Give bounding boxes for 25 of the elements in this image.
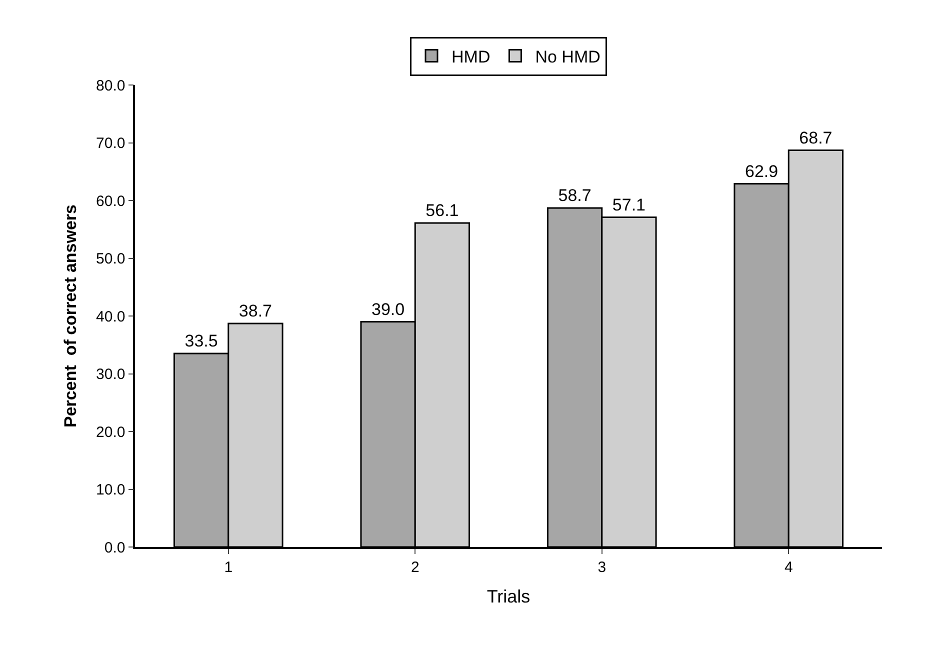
y-axis-title: Percent of correct answers [61, 204, 80, 428]
data-label: 33.5 [184, 332, 218, 351]
data-label: 38.7 [238, 302, 272, 321]
data-label: 62.9 [745, 162, 778, 181]
y-tick-label: 60.0 [96, 192, 126, 210]
x-tick-label: 4 [784, 558, 793, 576]
data-label: 57.1 [612, 195, 646, 214]
data-label: 58.7 [558, 186, 592, 206]
x-axis-title: Trials [486, 586, 530, 606]
y-tick-label: 70.0 [96, 135, 126, 152]
legend-label: No HMD [535, 47, 600, 66]
y-tick-label: 20.0 [96, 424, 126, 441]
y-tick-label: 10.0 [96, 482, 126, 498]
y-tick-label: 0.0 [104, 539, 126, 556]
y-tick-label: 50.0 [96, 250, 126, 268]
data-label: 56.1 [426, 201, 459, 220]
legend-label: HMD [452, 47, 490, 66]
data-label: 39.0 [372, 300, 405, 319]
x-tick-label: 3 [598, 558, 606, 576]
x-tick-label: 2 [410, 558, 420, 576]
y-tick-label: 30.0 [96, 366, 126, 383]
y-tick-label: 80.0 [96, 77, 126, 94]
x-tick-label: 1 [224, 558, 233, 576]
data-label: 68.7 [799, 128, 832, 148]
y-tick-label: 40.0 [96, 308, 126, 326]
